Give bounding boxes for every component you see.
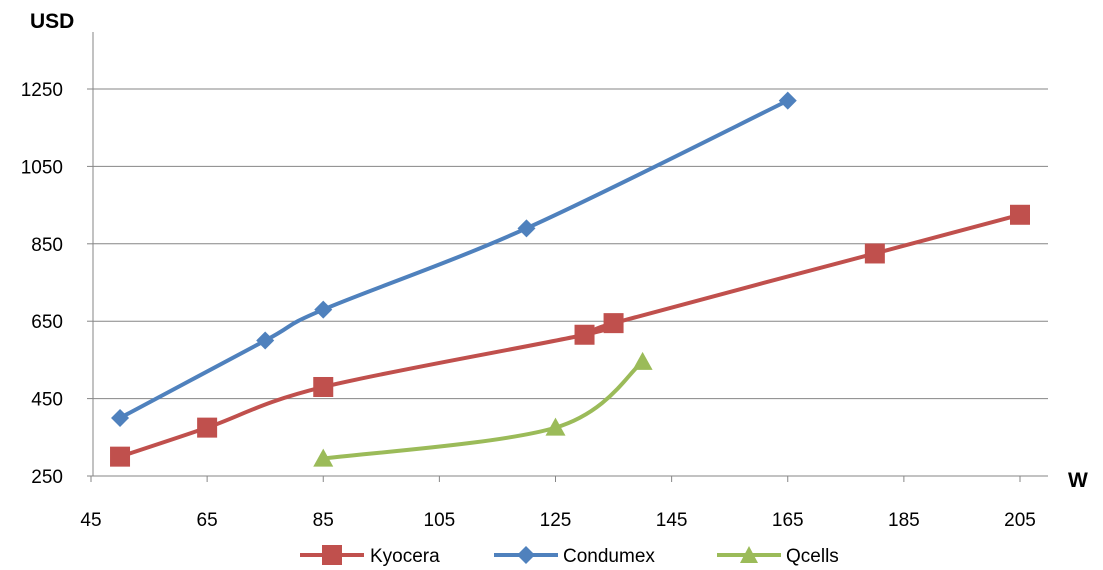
- series-lines: [118, 98, 1022, 461]
- axis-ticks: 250 450 650 850 1050 1250 45 65 85 105 125 145 165 18…: [21, 80, 1036, 531]
- y-tick-label-1250: 1250: [21, 80, 63, 101]
- legend-item-kyocera: Kyocera: [300, 545, 440, 567]
- data-point-kyocera-65: [197, 417, 218, 438]
- x-tick-label-105: 105: [424, 510, 456, 531]
- y-axis-title: USD: [30, 10, 74, 33]
- data-point-kyocera-50: [110, 446, 131, 467]
- legend-marker-qcells: [740, 546, 758, 563]
- legend-label-qcells: Qcells: [786, 546, 839, 567]
- legend-item-condumex: Condumex: [494, 546, 655, 567]
- y-tick-label-250: 250: [31, 467, 63, 488]
- x-tick-label-185: 185: [888, 510, 920, 531]
- series-line-qcells: [321, 359, 645, 461]
- y-tick-label-850: 850: [31, 235, 63, 256]
- x-tick-label-125: 125: [540, 510, 572, 531]
- y-tick-label-1050: 1050: [21, 157, 63, 178]
- data-point-condumex-120: [517, 219, 536, 238]
- x-axis-title: W: [1068, 469, 1088, 492]
- x-tick-label-165: 165: [772, 510, 804, 531]
- data-point-condumex-50: [111, 408, 130, 427]
- y-tick-label-650: 650: [31, 312, 63, 333]
- legend-marker-condumex: [517, 546, 535, 564]
- data-point-condumex-85: [314, 300, 333, 319]
- series-line-condumex: [118, 98, 790, 420]
- legend-marker-kyocera: [322, 545, 342, 565]
- legend: Kyocera Condumex Qcells: [300, 545, 839, 567]
- data-point-qcells-85: [313, 448, 334, 467]
- x-tick-label-205: 205: [1004, 510, 1036, 531]
- gridlines: [93, 88, 1048, 400]
- x-tick-label-145: 145: [656, 510, 688, 531]
- data-point-kyocera-85: [313, 376, 334, 397]
- y-tick-label-450: 450: [31, 390, 63, 411]
- series-markers: [110, 91, 1030, 467]
- legend-item-qcells: Qcells: [717, 546, 839, 567]
- data-point-kyocera-130: [574, 324, 595, 345]
- data-point-kyocera-135: [603, 313, 624, 334]
- data-point-kyocera-180: [864, 243, 885, 264]
- x-tick-label-85: 85: [313, 510, 334, 531]
- x-tick-label-65: 65: [197, 510, 218, 531]
- data-point-qcells-140: [632, 351, 653, 370]
- data-point-kyocera-205: [1010, 204, 1030, 225]
- legend-label-kyocera: Kyocera: [370, 546, 440, 567]
- data-point-condumex-165: [778, 91, 797, 110]
- legend-label-condumex: Condumex: [563, 546, 655, 567]
- data-point-condumex-75: [256, 331, 275, 350]
- data-point-qcells-125: [545, 417, 566, 436]
- x-tick-label-45: 45: [80, 510, 101, 531]
